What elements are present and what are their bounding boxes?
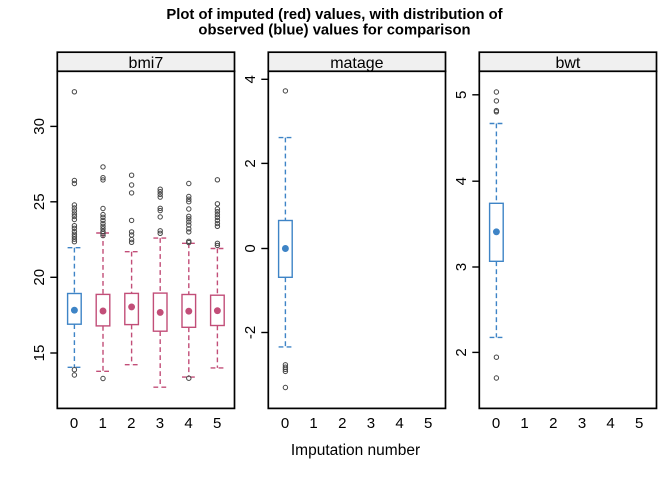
svg-text:5: 5 — [424, 415, 432, 432]
svg-text:bwt: bwt — [555, 55, 580, 72]
svg-text:2: 2 — [338, 415, 346, 432]
svg-text:0: 0 — [242, 244, 259, 252]
svg-text:1: 1 — [520, 415, 528, 432]
svg-text:Plot of imputed (red) values,: Plot of imputed (red) values, with distr… — [166, 7, 502, 23]
svg-text:4: 4 — [184, 415, 192, 432]
svg-text:2: 2 — [127, 415, 135, 432]
svg-text:30: 30 — [31, 118, 48, 135]
svg-text:3: 3 — [578, 415, 586, 432]
svg-text:1: 1 — [99, 415, 107, 432]
svg-text:1: 1 — [309, 415, 317, 432]
svg-text:Imputation number: Imputation number — [291, 442, 420, 459]
svg-text:0: 0 — [281, 415, 289, 432]
svg-text:2: 2 — [549, 415, 557, 432]
svg-text:4: 4 — [395, 415, 403, 432]
svg-text:20: 20 — [31, 269, 48, 286]
svg-text:matage: matage — [330, 55, 383, 72]
svg-text:3: 3 — [453, 263, 470, 271]
svg-text:bmi7: bmi7 — [129, 55, 164, 72]
svg-text:0: 0 — [70, 415, 78, 432]
svg-text:3: 3 — [156, 415, 164, 432]
svg-text:5: 5 — [213, 415, 221, 432]
svg-text:-2: -2 — [242, 326, 259, 339]
svg-text:4: 4 — [606, 415, 614, 432]
svg-text:observed (blue) values for com: observed (blue) values for comparison — [198, 23, 470, 39]
svg-text:2: 2 — [453, 348, 470, 356]
svg-text:4: 4 — [242, 75, 259, 83]
svg-text:4: 4 — [453, 177, 470, 185]
svg-text:15: 15 — [31, 345, 48, 362]
svg-text:25: 25 — [31, 193, 48, 210]
svg-text:5: 5 — [453, 91, 470, 99]
svg-text:5: 5 — [635, 415, 643, 432]
svg-text:3: 3 — [367, 415, 375, 432]
svg-text:2: 2 — [242, 159, 259, 167]
svg-text:0: 0 — [492, 415, 500, 432]
